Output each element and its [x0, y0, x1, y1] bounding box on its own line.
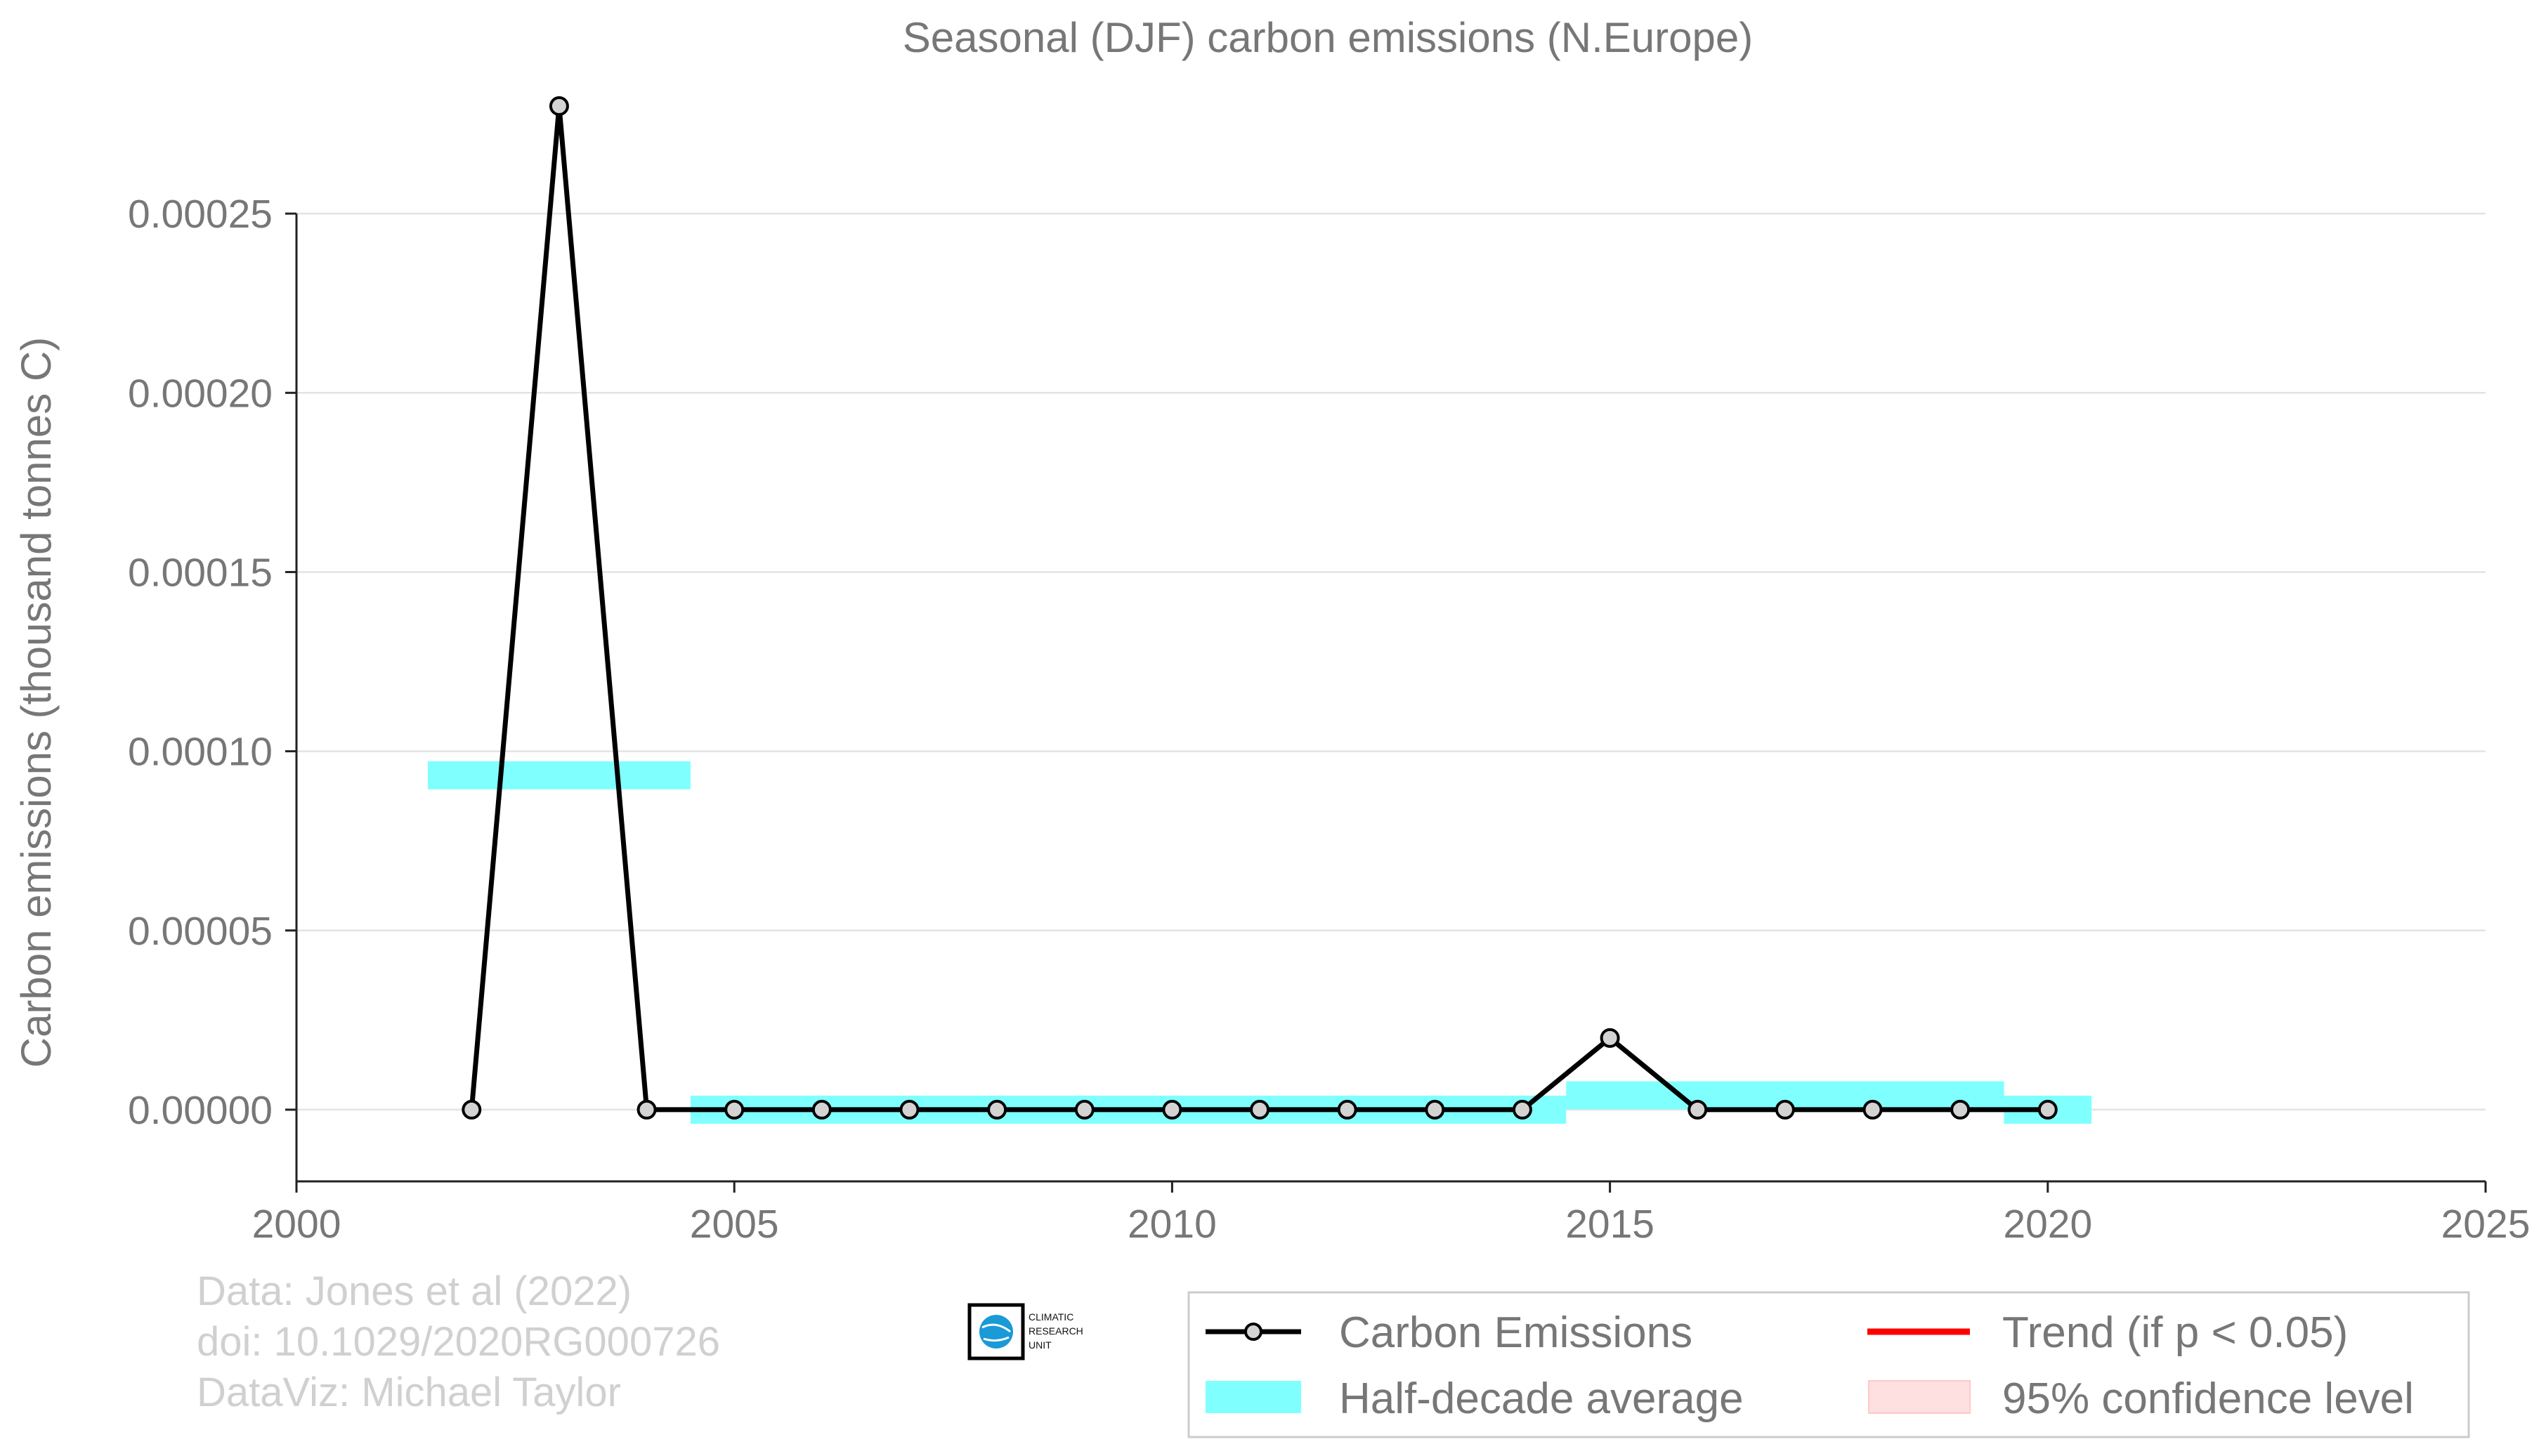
emissions-point	[1512, 1099, 1532, 1120]
x-tick-label: 2020	[2003, 1202, 2092, 1247]
emissions-point	[1775, 1099, 1795, 1120]
emissions-point	[1425, 1099, 1445, 1120]
legend-average-patch	[1206, 1381, 1301, 1413]
emissions-point	[811, 1099, 832, 1120]
x-tick-label: 2015	[1565, 1202, 1654, 1247]
cru-logo: CLIMATIC RESEARCH UNIT	[967, 1303, 1083, 1360]
y-tick-label: 0.00010	[128, 730, 273, 775]
y-tick-labels: 0.00000 0.00005 0.00010 0.00015 0.00020 0.000…	[128, 192, 273, 1133]
emissions-series	[462, 96, 2058, 1120]
emissions-point	[1862, 1099, 1883, 1120]
y-tick-label: 0.00000	[128, 1088, 273, 1133]
emissions-line	[469, 103, 2048, 1113]
x-tick-label: 2005	[690, 1202, 779, 1247]
legend-confidence-patch	[1868, 1380, 1971, 1414]
credit-line-dataviz: DataViz: Michael Taylor	[197, 1370, 621, 1415]
legend-label-emissions: Carbon Emissions	[1339, 1309, 1692, 1357]
chart-title: Seasonal (DJF) carbon emissions (N.Europ…	[903, 14, 1753, 61]
logo-text-climatic: CLIMATIC	[1029, 1311, 1073, 1323]
emissions-point	[1950, 1099, 1971, 1120]
half-decade-average-band	[427, 761, 691, 789]
emissions-point	[899, 1099, 920, 1120]
axes	[285, 212, 2487, 1193]
emissions-point	[1337, 1099, 1357, 1120]
emissions-point	[549, 96, 569, 117]
emissions-point	[987, 1099, 1007, 1120]
half-decade-average-bands	[427, 761, 2092, 1124]
emissions-point	[2037, 1099, 2058, 1120]
globe-lines-icon	[981, 1323, 1011, 1342]
legend-emissions-marker	[1244, 1323, 1262, 1341]
gridlines	[296, 212, 2486, 1111]
y-tick-label: 0.00020	[128, 371, 273, 416]
x-tick-labels: 2000 2005 2010 2015 2020 2025	[252, 1202, 2531, 1247]
globe-icon	[979, 1315, 1013, 1349]
emissions-point	[1600, 1028, 1620, 1048]
legend-label-confidence: 95% confidence level	[2002, 1375, 2414, 1423]
x-tick-label: 2010	[1128, 1202, 1217, 1247]
emissions-point	[1687, 1099, 1708, 1120]
emissions-point	[724, 1099, 745, 1120]
legend-label-average: Half-decade average	[1339, 1375, 1744, 1423]
legend-label-trend: Trend (if p < 0.05)	[2002, 1309, 2348, 1357]
legend: Carbon Emissions Trend (if p < 0.05) Hal…	[1187, 1291, 2470, 1438]
credit-line-doi: doi: 10.1029/2020RG000726	[197, 1319, 720, 1365]
legend-box	[1187, 1291, 2470, 1438]
logo-text-unit: UNIT	[1029, 1339, 1052, 1351]
data-credits: Data: Jones et al (2022) doi: 10.1029/20…	[197, 1268, 720, 1415]
credit-line-data: Data: Jones et al (2022)	[197, 1268, 632, 1314]
y-tick-label: 0.00025	[128, 192, 273, 237]
emissions-point	[1162, 1099, 1182, 1120]
logo-text-research: RESEARCH	[1029, 1325, 1083, 1337]
logo-frame	[967, 1303, 1025, 1360]
y-axis-label: Carbon emissions (thousand tonnes C)	[13, 337, 60, 1068]
x-tick-label: 2000	[252, 1202, 341, 1247]
emissions-point	[636, 1099, 657, 1120]
y-tick-label: 0.00005	[128, 909, 273, 954]
emissions-point	[1074, 1099, 1095, 1120]
x-tick-label: 2025	[2441, 1202, 2531, 1247]
emissions-point	[1250, 1099, 1270, 1120]
y-tick-label: 0.00015	[128, 550, 273, 595]
emissions-point	[462, 1099, 482, 1120]
